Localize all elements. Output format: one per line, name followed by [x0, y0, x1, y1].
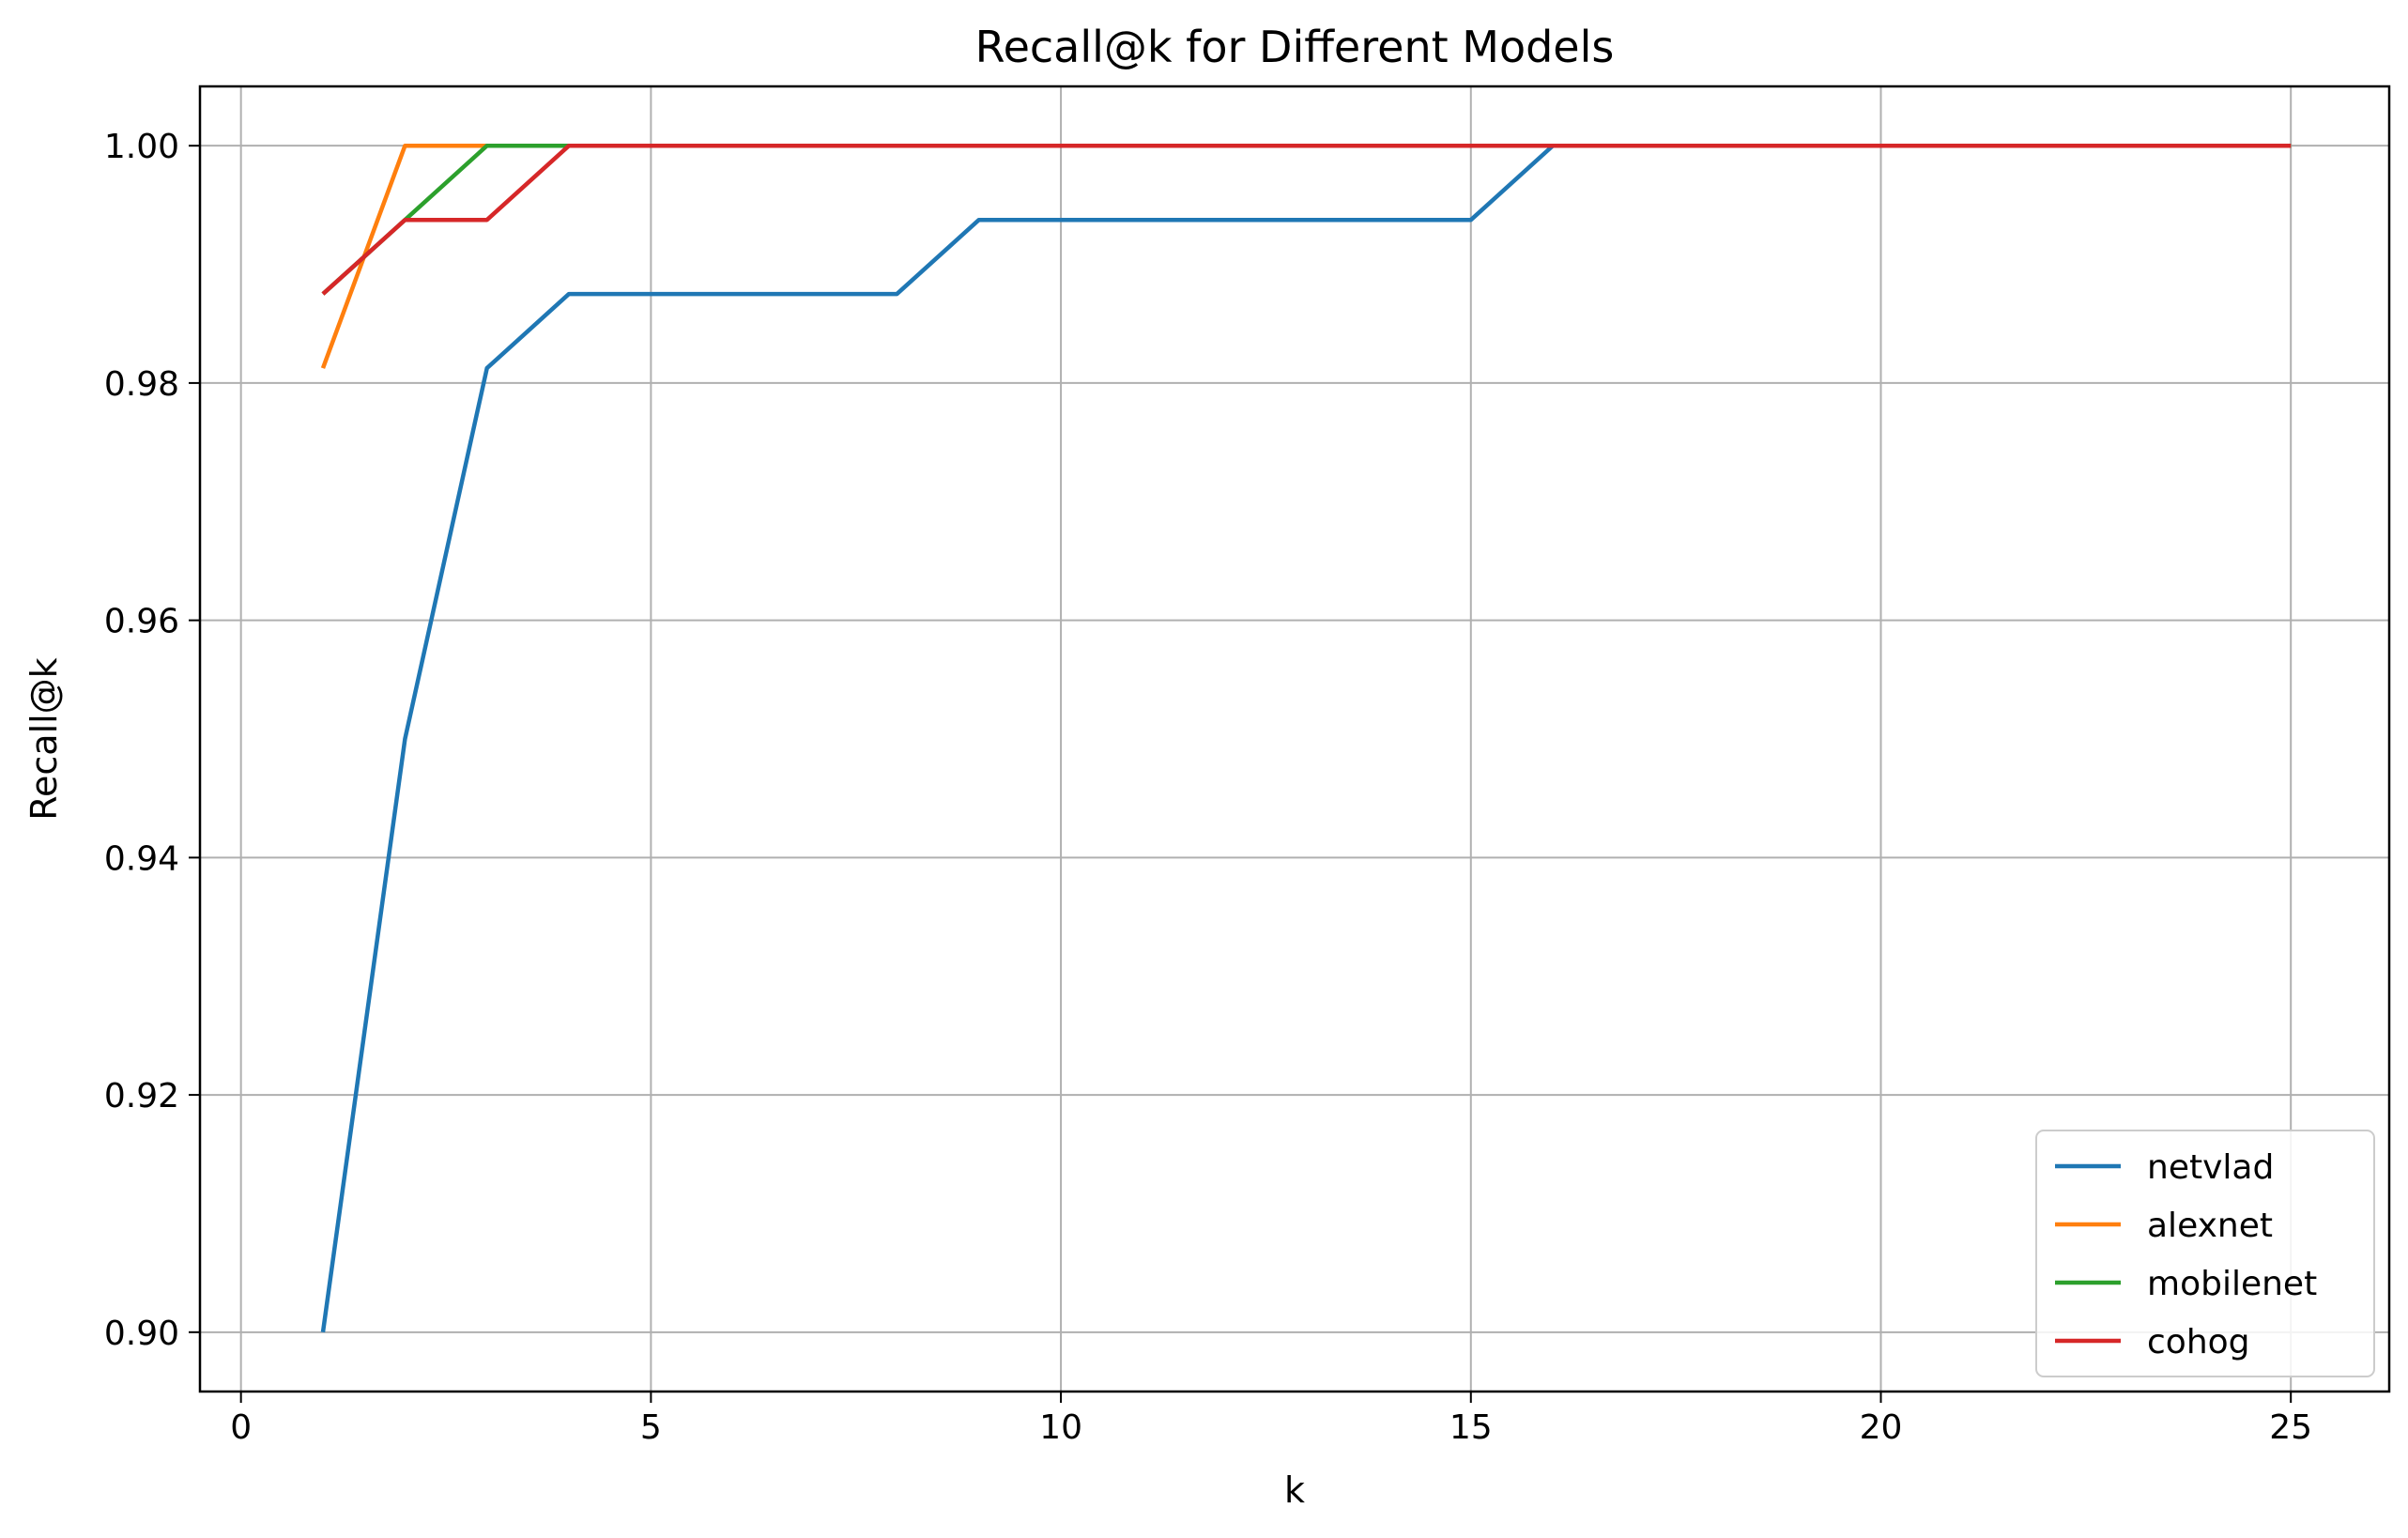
plot-frame: [198, 85, 2391, 1393]
x-tick-label: 15: [1449, 1408, 1493, 1447]
x-axis-ticks: 0 5 10 15 20 25: [230, 1392, 2312, 1447]
legend-box: [2035, 1130, 2375, 1377]
x-axis-title: k: [1284, 1469, 1305, 1511]
series-line-cohog: [321, 143, 2292, 296]
y-tick-label: 0.98: [104, 365, 179, 404]
y-tick-label: 0.94: [104, 839, 179, 878]
y-tick-label: 1.00: [104, 128, 179, 166]
chart-title: Recall@k for Different Models: [975, 22, 1615, 72]
x-tick-label: 0: [230, 1408, 252, 1447]
y-axis-title: Recall@k: [23, 657, 65, 820]
legend-label-alexnet: alexnet: [2147, 1207, 2273, 1245]
series-lines: [320, 143, 2292, 1333]
x-tick-label: 25: [2269, 1408, 2312, 1447]
legend: netvlad alexnet mobilenet cohog: [2035, 1130, 2375, 1377]
x-tick-label: 10: [1039, 1408, 1082, 1447]
x-tick-label: 5: [640, 1408, 662, 1447]
legend-label-mobilenet: mobilenet: [2147, 1265, 2317, 1303]
grid: [200, 86, 2389, 1392]
x-tick-label: 20: [1860, 1408, 1903, 1447]
y-tick-label: 0.92: [104, 1077, 179, 1115]
legend-label-netvlad: netvlad: [2147, 1148, 2274, 1187]
y-tick-label: 0.90: [104, 1315, 179, 1353]
y-axis-ticks: 0.90 0.92 0.94 0.96 0.98 1.00: [104, 128, 200, 1353]
legend-label-cohog: cohog: [2147, 1323, 2250, 1361]
y-tick-label: 0.96: [104, 603, 179, 641]
